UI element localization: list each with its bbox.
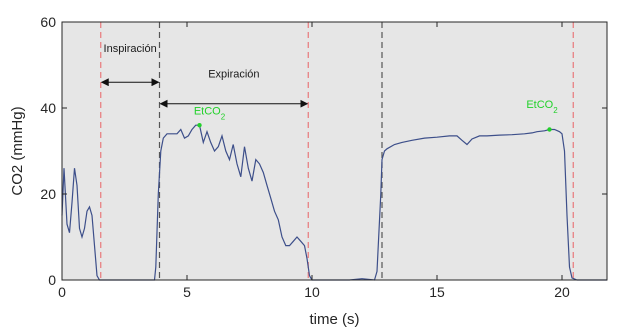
x-axis: 0 5 10 15 20 [58, 22, 570, 300]
etco2-markers: EtCO2 EtCO2 [194, 99, 558, 132]
y-tick-label-0: 0 [48, 272, 56, 288]
x-tick-label-1: 5 [183, 284, 191, 300]
etco2-label-2: EtCO2 [526, 99, 558, 115]
etco2-point-2 [547, 127, 552, 132]
y-axis-label: CO2 (mmHg) [9, 106, 26, 195]
annotations: Inspiración Expiración [100, 43, 309, 108]
y-tick-label-2: 40 [40, 100, 56, 116]
marker-lines [100, 22, 574, 280]
y-tick-label-3: 60 [40, 14, 56, 30]
x-tick-label-2: 10 [304, 284, 320, 300]
inspiracion-label: Inspiración [104, 43, 157, 55]
x-tick-label-0: 0 [58, 284, 66, 300]
etco2-label-1: EtCO2 [194, 105, 226, 121]
x-tick-label-4: 20 [554, 284, 570, 300]
x-axis-label: time (s) [310, 311, 360, 328]
plot-frame [61, 21, 608, 281]
y-axis: 0 20 40 60 [40, 14, 607, 288]
y-tick-label-1: 20 [40, 186, 56, 202]
etco2-point-1 [197, 123, 202, 128]
x-tick-label-3: 15 [429, 284, 445, 300]
plot-area [62, 22, 607, 280]
expiracion-label: Expiración [208, 69, 259, 81]
